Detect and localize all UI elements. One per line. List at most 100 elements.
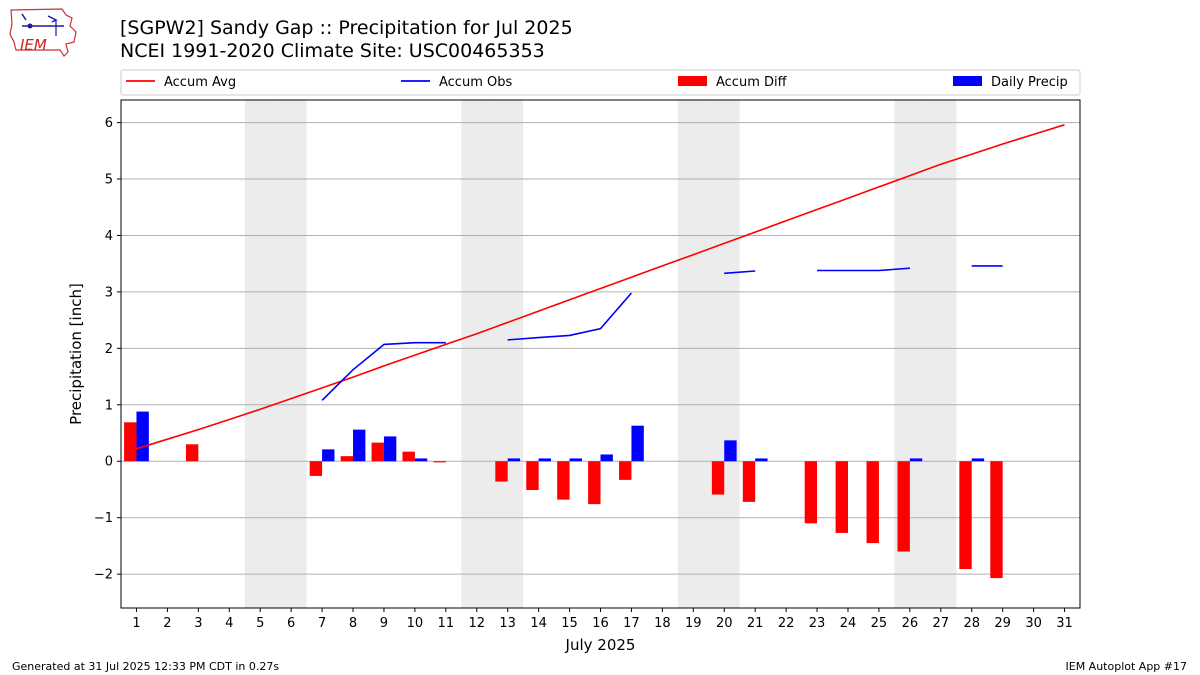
daily-precip-bar <box>383 436 397 462</box>
x-tick-label: 20 <box>716 616 733 631</box>
x-tick-label: 13 <box>499 616 516 631</box>
weekend-band <box>244 100 276 608</box>
y-tick-label: −1 <box>94 511 113 526</box>
accum-obs-line <box>817 267 910 272</box>
x-tick-label: 11 <box>438 616 455 631</box>
x-tick-label: 18 <box>654 616 671 631</box>
x-tick-label: 23 <box>809 616 826 631</box>
accum-diff-bar <box>619 461 632 480</box>
x-tick-label: 5 <box>256 616 264 631</box>
accum-diff-legend-label: Accum Diff <box>716 75 788 90</box>
y-tick-label: −2 <box>94 568 113 583</box>
accum-diff-bar <box>897 461 910 552</box>
x-tick-label: 28 <box>963 616 980 631</box>
weekend-band <box>677 100 709 608</box>
y-tick-label: 3 <box>105 285 113 300</box>
daily-precip-bar <box>507 458 521 462</box>
y-tick-label: 6 <box>105 116 113 131</box>
weekend-band <box>925 100 957 608</box>
accum-diff-bar <box>557 461 570 500</box>
weekend-band <box>461 100 493 608</box>
x-tick-label: 1 <box>132 616 140 631</box>
accum-diff-bar <box>433 461 446 463</box>
daily-precip-legend-swatch <box>953 76 982 86</box>
daily-precip-bar <box>414 458 428 462</box>
x-tick-label: 25 <box>871 616 888 631</box>
accum-obs-legend-label: Accum Obs <box>439 75 512 90</box>
weekend-band <box>275 100 307 608</box>
accum-diff-bar <box>804 461 818 524</box>
weekend-band <box>708 100 740 608</box>
accum-obs-line <box>724 270 756 275</box>
generated-footer: Generated at 31 Jul 2025 12:33 PM CDT in… <box>12 660 280 673</box>
accum-avg-legend-label: Accum Avg <box>164 75 236 90</box>
legend-box <box>120 69 1081 96</box>
x-tick-label: 27 <box>933 616 950 631</box>
accum-diff-bar <box>340 456 354 462</box>
accum-avg-line <box>136 124 1065 450</box>
chart-title: [SGPW2] Sandy Gap :: Precipitation for J… <box>120 17 573 39</box>
daily-precip-bar <box>724 440 737 462</box>
y-axis-label: Precipitation [inch] <box>67 283 85 425</box>
daily-precip-bar <box>755 458 768 462</box>
y-tick-label: 5 <box>105 173 113 188</box>
accum-diff-bar <box>185 444 199 462</box>
y-tick-label: 4 <box>105 229 113 244</box>
chart-subtitle: NCEI 1991-2020 Climate Site: USC00465353 <box>120 40 545 62</box>
y-tick-label: 2 <box>105 342 113 357</box>
daily-precip-bar <box>569 458 582 462</box>
daily-precip-legend-label: Daily Precip <box>991 75 1068 90</box>
daily-precip-bar <box>631 425 644 462</box>
accum-diff-bar <box>742 461 756 502</box>
accum-diff-bar <box>588 461 601 505</box>
y-tick-label: 1 <box>105 398 113 413</box>
iem-logo: IEM <box>8 6 80 58</box>
x-tick-label: 21 <box>747 616 764 631</box>
x-tick-label: 15 <box>561 616 578 631</box>
x-tick-label: 29 <box>994 616 1011 631</box>
accum-diff-bar <box>402 451 415 462</box>
x-tick-label: 3 <box>194 616 202 631</box>
x-tick-label: 22 <box>778 616 795 631</box>
accum-diff-legend-swatch <box>678 76 707 86</box>
accum-diff-bar <box>495 461 508 482</box>
accum-diff-bar <box>526 461 539 491</box>
x-tick-label: 16 <box>592 616 609 631</box>
x-axis-label: July 2025 <box>565 636 636 654</box>
x-tick-label: 30 <box>1025 616 1042 631</box>
x-tick-label: 31 <box>1056 616 1073 631</box>
x-tick-label: 12 <box>468 616 485 631</box>
x-tick-label: 9 <box>380 616 388 631</box>
x-tick-label: 17 <box>623 616 640 631</box>
daily-precip-bar <box>909 458 923 462</box>
x-tick-label: 10 <box>407 616 424 631</box>
accum-diff-bar <box>711 461 725 495</box>
daily-precip-bar <box>538 458 552 462</box>
x-tick-label: 7 <box>318 616 326 631</box>
accum-diff-bar <box>866 461 879 544</box>
x-tick-label: 24 <box>840 616 857 631</box>
accum-diff-bar <box>371 442 384 462</box>
accum-obs-line <box>507 292 633 341</box>
x-tick-label: 19 <box>685 616 702 631</box>
daily-precip-bar <box>322 449 335 462</box>
accum-diff-bar <box>990 461 1003 579</box>
x-tick-label: 8 <box>349 616 357 631</box>
accum-diff-bar <box>309 461 323 476</box>
accum-diff-bar <box>959 461 972 570</box>
daily-precip-bar <box>600 454 613 462</box>
daily-precip-bar <box>971 458 985 462</box>
daily-precip-bar <box>136 411 149 462</box>
logo-text: IEM <box>20 36 47 54</box>
accum-diff-bar <box>835 461 848 533</box>
accum-obs-line <box>321 341 446 401</box>
y-tick-label: 0 <box>105 455 113 470</box>
weekend-band <box>492 100 524 608</box>
x-tick-label: 26 <box>902 616 919 631</box>
x-tick-label: 14 <box>530 616 547 631</box>
daily-precip-bar <box>353 429 366 462</box>
accum-diff-bar <box>124 422 137 462</box>
x-tick-label: 6 <box>287 616 295 631</box>
app-footer: IEM Autoplot App #17 <box>1065 660 1188 673</box>
